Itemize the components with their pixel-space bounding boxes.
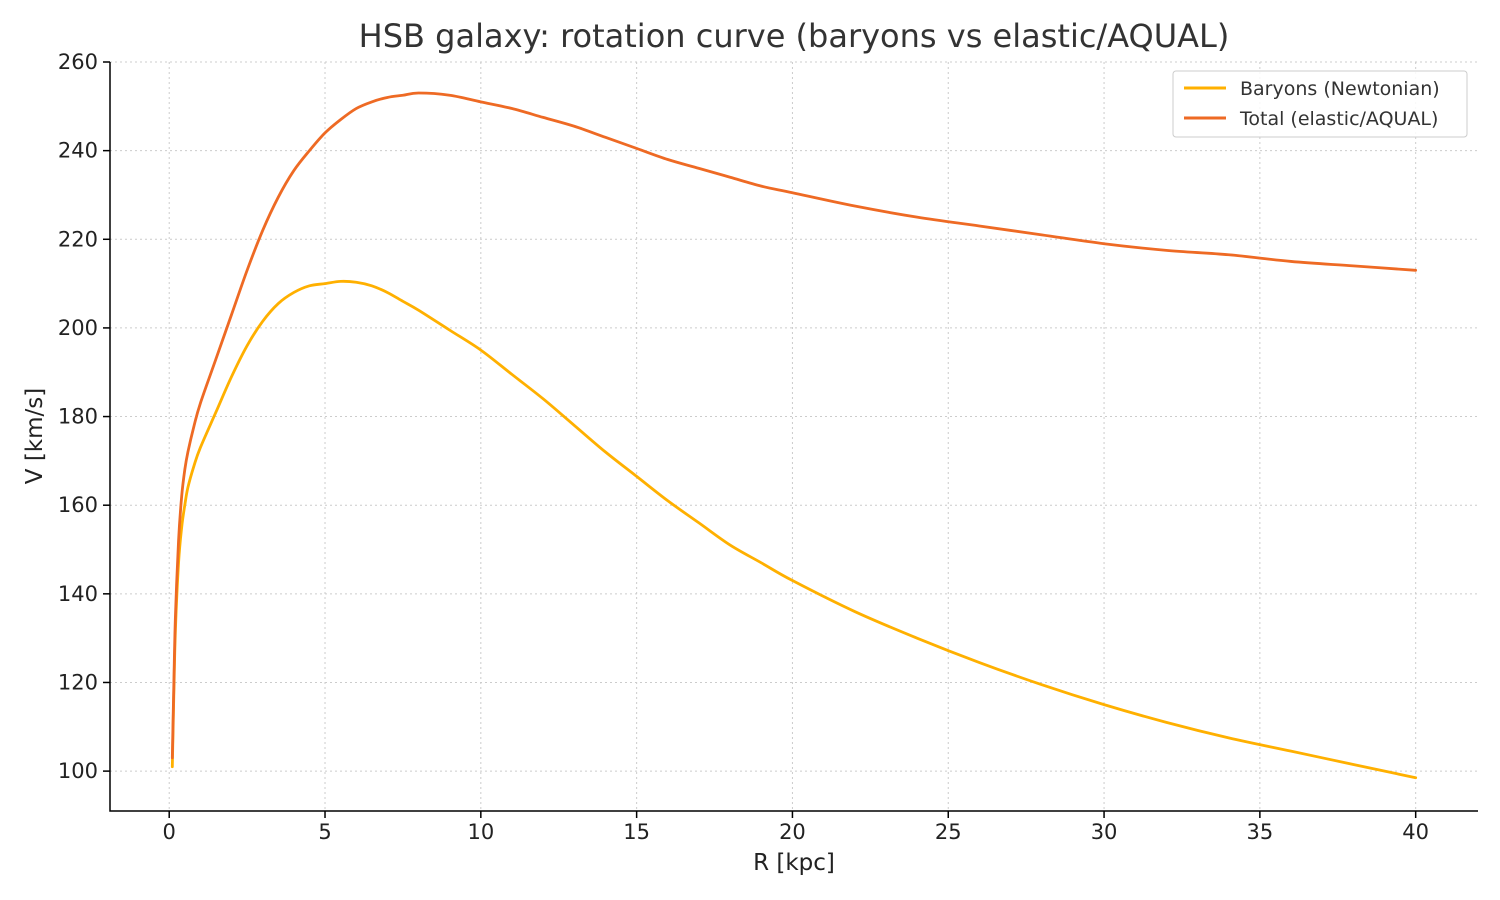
legend-label-baryons: Baryons (Newtonian) (1240, 78, 1440, 100)
y-axis-ticks: 100 120 140 160 180 200 220 240 260 (58, 50, 110, 783)
y-tick-label: 260 (58, 50, 98, 74)
x-tick-label: 0 (163, 820, 176, 844)
y-tick-label: 100 (58, 759, 98, 783)
series-line-total (170, 91, 1418, 760)
x-tick-label: 35 (1247, 820, 1274, 844)
y-tick-label: 160 (58, 493, 98, 517)
chart-title: HSB galaxy: rotation curve (baryons vs e… (359, 17, 1230, 55)
legend-label-total: Total (elastic/AQUAL) (1239, 108, 1438, 130)
x-tick-label: 20 (779, 820, 806, 844)
y-tick-label: 240 (58, 139, 98, 163)
x-tick-label: 30 (1091, 820, 1118, 844)
y-axis-label: V [km/s] (22, 388, 48, 484)
x-axis-ticks: 0 5 10 15 20 25 30 35 40 (163, 811, 1429, 844)
axes-frame (109, 62, 1478, 812)
legend: Baryons (Newtonian) Total (elastic/AQUAL… (1172, 70, 1468, 138)
y-tick-label: 120 (58, 670, 98, 694)
grid (110, 61, 1478, 811)
y-tick-label: 220 (58, 227, 98, 251)
x-tick-label: 5 (318, 820, 331, 844)
x-tick-label: 10 (467, 820, 494, 844)
series-lines (170, 91, 1418, 780)
x-tick-label: 25 (935, 820, 962, 844)
legend-box (1172, 70, 1468, 138)
y-tick-label: 180 (58, 405, 98, 429)
series-line-baryons (170, 279, 1418, 780)
x-tick-label: 40 (1402, 820, 1429, 844)
y-tick-label: 140 (58, 582, 98, 606)
y-tick-label: 200 (58, 316, 98, 340)
x-axis-label: R [kpc] (753, 850, 835, 876)
x-tick-label: 15 (623, 820, 650, 844)
